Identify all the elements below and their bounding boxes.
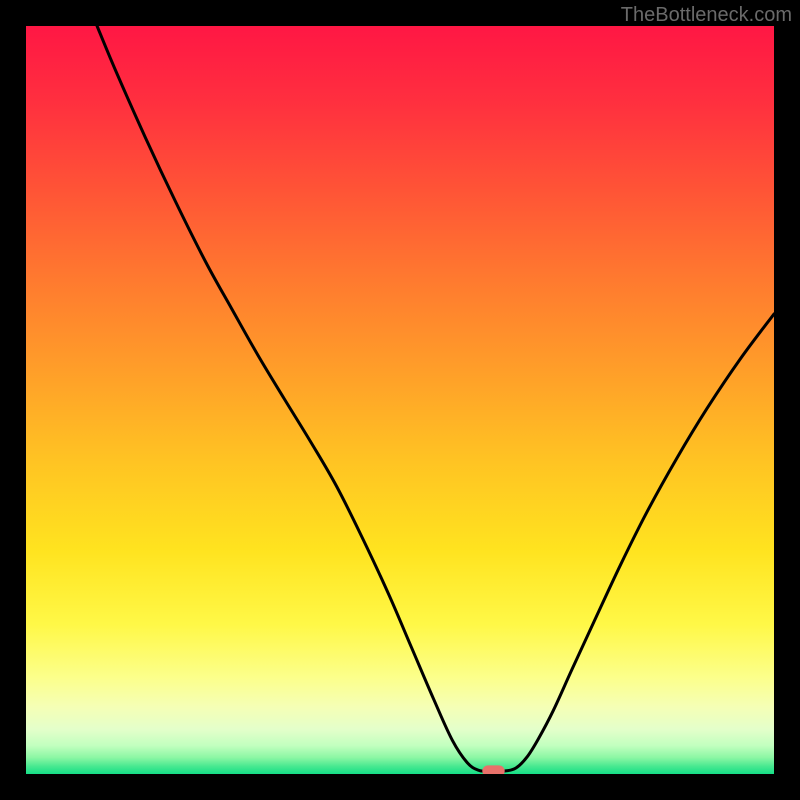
bottleneck-chart	[26, 26, 774, 774]
chart-curve-layer	[26, 26, 774, 774]
minimum-marker	[482, 765, 504, 774]
bottleneck-curve	[97, 26, 774, 771]
watermark-text: TheBottleneck.com	[621, 4, 792, 27]
